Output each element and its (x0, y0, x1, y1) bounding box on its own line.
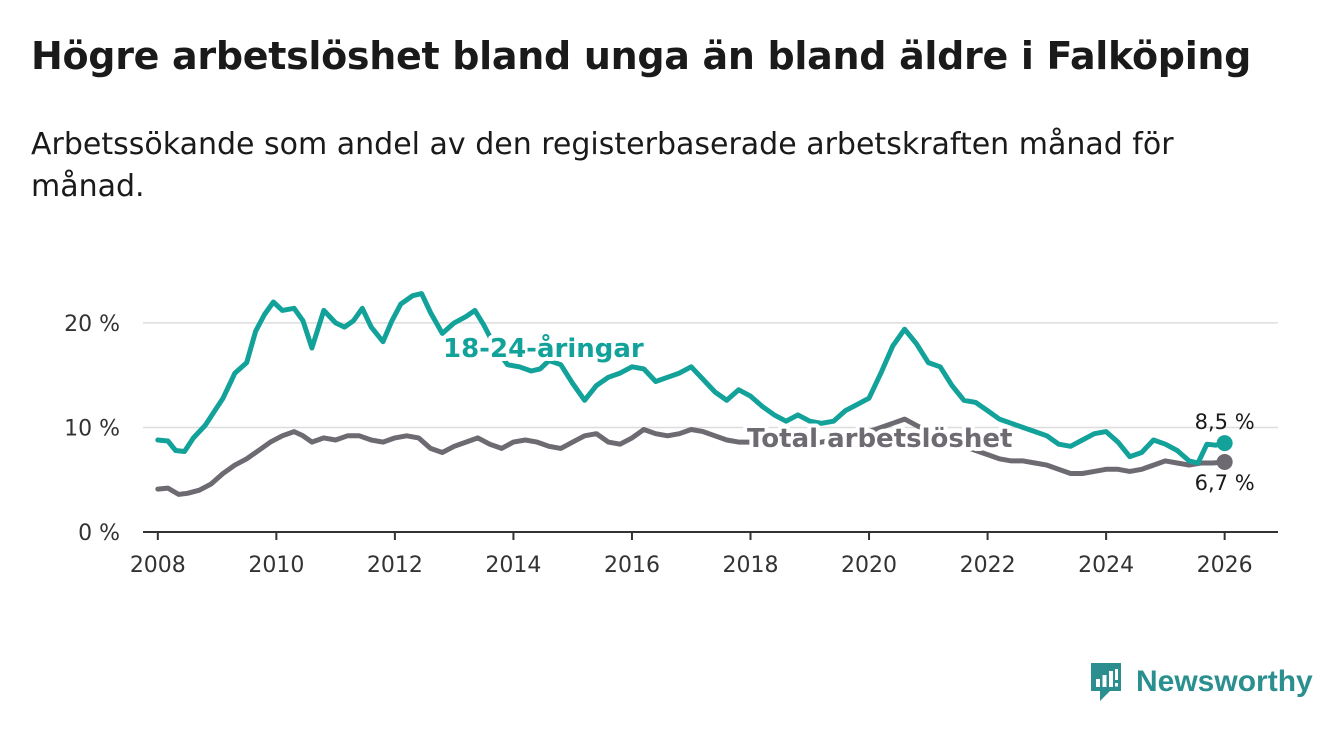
series-lines (155, 291, 1228, 497)
x-axis: 2008 2010 2012 2014 2016 2018 2020 2022 2024 2026 (130, 531, 1278, 578)
x-tick-label: 2018 (723, 553, 779, 578)
x-tick-label: 2010 (248, 553, 304, 578)
series-label-youth: 18-24-åringar (443, 332, 644, 364)
series-label-total: Total arbetslöshet (747, 424, 1012, 454)
x-tick-label: 2026 (1197, 553, 1253, 578)
end-label-total: 6,7 % (1195, 471, 1255, 495)
series-labels: 18-24-åringar Total arbetslöshet (439, 328, 1016, 458)
y-tick-label: 10 % (64, 416, 120, 441)
y-axis-ticks: 0 % 10 % 20 % (64, 312, 120, 546)
series-end-markers: 8,5 % 6,7 % (1195, 410, 1255, 495)
x-tick-label: 2012 (367, 553, 423, 578)
x-tick-label: 2022 (960, 553, 1016, 578)
y-tick-label: 20 % (64, 312, 120, 337)
newsworthy-logo: Newsworthy (1088, 660, 1313, 704)
chart-title: Högre arbetslöshet bland unga än bland ä… (31, 34, 1252, 78)
end-marker-total (1216, 453, 1233, 470)
x-tick-label: 2016 (604, 553, 660, 578)
x-tick-label: 2008 (130, 553, 186, 578)
series-line-youth (155, 291, 1228, 466)
newsworthy-logo-icon (1091, 663, 1121, 701)
gridlines (143, 322, 1278, 429)
end-marker-youth (1216, 435, 1233, 452)
chart-subtitle: Arbetssökande som andel av den registerb… (31, 127, 1174, 204)
series-line-total (155, 416, 1228, 497)
brand-name: Newsworthy (1136, 665, 1313, 698)
x-tick-label: 2020 (841, 553, 897, 578)
x-tick-label: 2014 (485, 553, 541, 578)
y-tick-label: 0 % (78, 521, 120, 546)
end-label-youth: 8,5 % (1195, 410, 1255, 434)
x-tick-label: 2024 (1078, 553, 1134, 578)
